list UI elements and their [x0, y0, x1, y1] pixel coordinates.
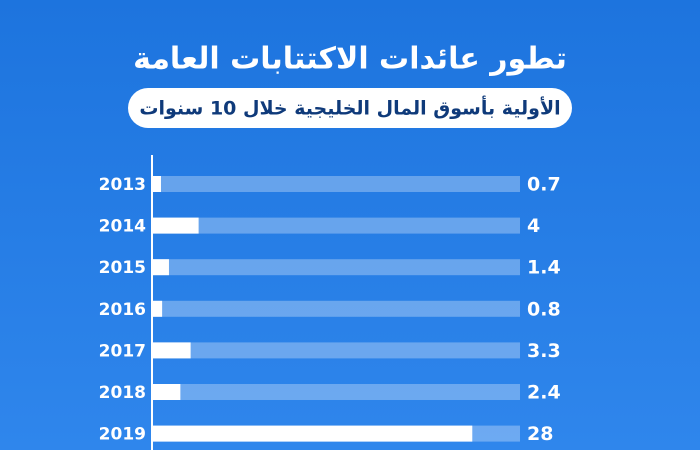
value-label: 2.4: [527, 382, 561, 404]
subtitle-pill: [128, 88, 572, 128]
value-label: 28: [527, 423, 553, 445]
bar-track: [153, 384, 520, 400]
bar: [153, 425, 473, 442]
y-tick-label: 2016: [99, 300, 146, 320]
bar: [153, 300, 163, 317]
value-label: 1.4: [527, 257, 561, 279]
chart-subtitle: الأولية بأسوق المال الخليجية خلال 10 سنو…: [139, 96, 560, 120]
value-label: 0.8: [527, 298, 561, 320]
bar: [153, 176, 161, 192]
value-label: 4: [527, 215, 540, 237]
bar: [153, 384, 181, 400]
bar-track: [153, 259, 520, 276]
bar-track: [153, 217, 520, 234]
bar-track: [153, 342, 520, 359]
y-tick-label: 2018: [99, 383, 146, 403]
chart-title: تطور عائدات الاكتتابات العامة: [133, 42, 567, 77]
bar-track: [153, 300, 520, 317]
y-tick-label: 2015: [99, 258, 146, 278]
value-label: 3.3: [527, 340, 561, 362]
bar: [153, 342, 191, 359]
y-tick-label: 2017: [99, 341, 146, 361]
value-label: 0.7: [527, 174, 561, 196]
bar: [153, 217, 199, 234]
y-tick-label: 2019: [99, 425, 146, 445]
bar-track: [153, 176, 520, 192]
bar: [153, 259, 169, 276]
y-tick-label: 2013: [99, 175, 146, 195]
y-tick-label: 2014: [99, 217, 146, 237]
